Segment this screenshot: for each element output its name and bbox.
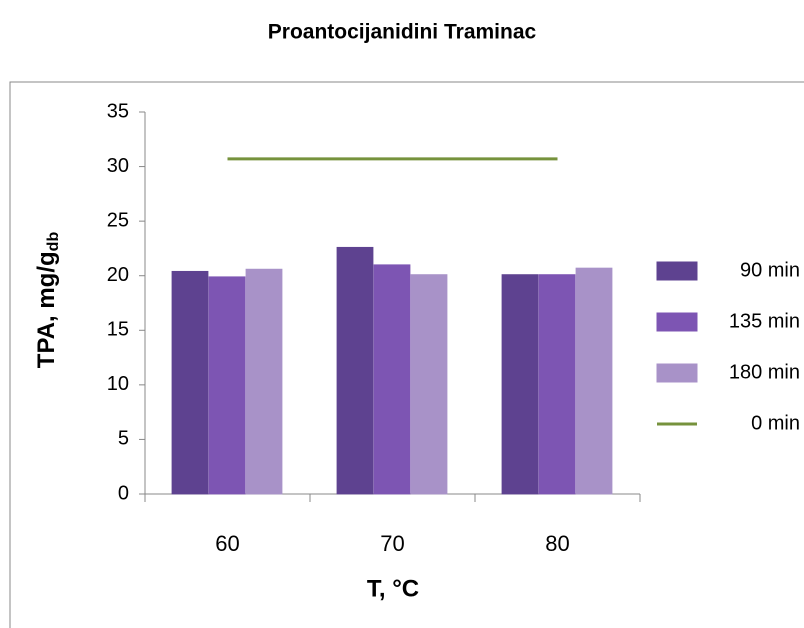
chart-title: Proantocijanidini Traminac — [268, 21, 537, 44]
legend-swatch — [656, 261, 698, 281]
y-tick-label: 15 — [107, 319, 129, 341]
x-tick-label: 70 — [380, 531, 404, 556]
bar — [171, 270, 209, 495]
bar — [501, 274, 539, 495]
bar — [538, 274, 576, 495]
bar — [245, 268, 283, 495]
y-tick-label: 30 — [107, 155, 129, 177]
x-tick-label: 60 — [215, 531, 239, 556]
y-axis-label: TPA, mg/gdb — [33, 232, 62, 369]
bar — [373, 264, 411, 495]
legend-label: 180 min — [729, 361, 800, 383]
x-tick-label: 80 — [545, 531, 569, 556]
y-axis-label-subscript: db — [45, 232, 62, 252]
legend-label: 90 min — [740, 259, 800, 281]
legend-swatch — [656, 312, 698, 332]
bar — [336, 246, 374, 495]
y-axis-label-text: TPA, mg/g — [33, 251, 60, 368]
y-tick-label: 0 — [118, 482, 129, 504]
y-tick-label: 20 — [107, 264, 129, 286]
y-tick-label: 35 — [107, 100, 129, 122]
legend-label: 135 min — [729, 310, 800, 332]
bar — [208, 276, 246, 495]
y-tick-label: 10 — [107, 373, 129, 395]
y-tick-label: 5 — [118, 428, 129, 450]
bar — [410, 274, 448, 495]
bar — [575, 267, 613, 495]
legend-swatch — [656, 363, 698, 383]
x-axis-label: T, °C — [367, 575, 419, 602]
y-tick-label: 25 — [107, 209, 129, 231]
legend-label: 0 min — [751, 412, 800, 434]
